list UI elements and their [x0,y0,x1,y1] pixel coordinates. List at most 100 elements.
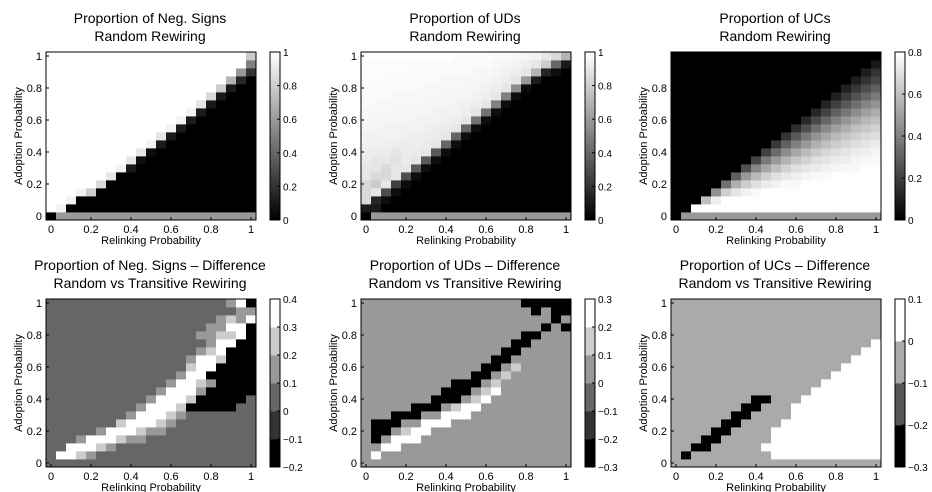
heatmap-cell [821,212,832,221]
heatmap-cell [186,100,197,109]
heatmap-cell [501,459,512,468]
heatmap-cell [361,132,372,141]
heatmap-cell [801,124,812,133]
heatmap-cell [411,156,422,165]
heatmap-cell [851,315,862,324]
colorbar-segment [895,52,905,56]
heatmap-cell [761,315,772,324]
heatmap-cell [731,331,742,340]
colorbar-segment [585,159,595,163]
heatmap-cell [821,172,832,181]
heatmap-cell [96,459,107,468]
heatmap-cell [501,68,512,77]
heatmap-cell [196,84,207,93]
heatmap-cell [731,84,742,93]
heatmap-cell [511,355,522,364]
heatmap-cell [821,323,832,332]
heatmap-cell [831,315,842,324]
heatmap-cell [541,100,552,109]
heatmap-cell [521,435,532,444]
heatmap-cell [226,188,237,197]
chart-subtitle: Random vs Transitive Rewiring [53,275,247,291]
heatmap-cell [76,371,87,380]
heatmap-cell [761,140,772,149]
heatmap-cell [176,148,187,157]
heatmap-cell [531,132,542,141]
heatmap-cell [116,339,127,348]
heatmap-cell [86,84,97,93]
colorbar-segment [585,59,595,63]
heatmap-cell [771,347,782,356]
heatmap-cell [96,347,107,356]
heatmap-cell [481,299,492,308]
heatmap-cell [216,132,227,141]
heatmap-cell [691,363,702,372]
heatmap-cell [501,132,512,141]
colorbar-segment [585,162,595,166]
heatmap-cell [781,52,792,61]
heatmap-cell [721,52,732,61]
heatmap-cell [76,76,87,85]
heatmap-cell [411,307,422,316]
heatmap-cell [361,395,372,404]
heatmap-cell [801,76,812,85]
heatmap-cell [206,427,217,436]
heatmap-cell [741,84,752,93]
heatmap-cell [206,371,217,380]
heatmap-cell [126,116,137,125]
heatmap-cell [691,443,702,452]
heatmap-cell [236,196,247,205]
heatmap-cell [46,188,57,197]
heatmap-cell [751,403,762,412]
heatmap-cell [216,315,227,324]
heatmap-cell [66,387,77,396]
heatmap-cell [851,188,862,197]
x-tick-label: 0.8 [828,471,843,483]
heatmap-cell [771,84,782,93]
heatmap-cell [851,148,862,157]
heatmap-cell [541,339,552,348]
heatmap-cell [721,443,732,452]
heatmap-cell [146,299,157,308]
heatmap-cell [361,204,372,213]
heatmap-cell [501,60,512,69]
heatmap-cell [116,140,127,149]
heatmap-cell [86,363,97,372]
heatmap-cell [771,148,782,157]
heatmap-cell [236,331,247,340]
heatmap-cell [671,411,682,420]
y-tick-label: 1 [36,51,42,63]
colorbar-segment [585,104,595,108]
heatmap-cell [801,204,812,213]
heatmap-cell [196,403,207,412]
heatmap-cell [431,419,442,428]
heatmap-cell [861,323,872,332]
y-tick-label: 1 [351,298,357,310]
heatmap-cell [96,419,107,428]
heatmap-cell [96,132,107,141]
heatmap-cell [186,180,197,189]
heatmap-cell [136,427,147,436]
heatmap-cell [381,196,392,205]
heatmap-cell [781,140,792,149]
colorbar-segment [270,65,280,69]
heatmap-cell [136,116,147,125]
heatmap-cell [216,355,227,364]
heatmap-cell [731,339,742,348]
heatmap-cell [831,451,842,460]
heatmap-cell [811,347,822,356]
heatmap-cell [126,379,137,388]
heatmap-cell [196,92,207,101]
heatmap-cell [691,132,702,141]
heatmap-cell [216,92,227,101]
heatmap-cell [431,180,442,189]
heatmap-cell [861,148,872,157]
heatmap-cell [411,459,422,468]
heatmap-cell [551,299,562,308]
heatmap-cell [216,60,227,69]
heatmap-cells [671,52,882,221]
heatmap-cell [541,108,552,117]
heatmap-cell [831,299,842,308]
heatmap-cell [56,459,67,468]
heatmap-cell [811,339,822,348]
